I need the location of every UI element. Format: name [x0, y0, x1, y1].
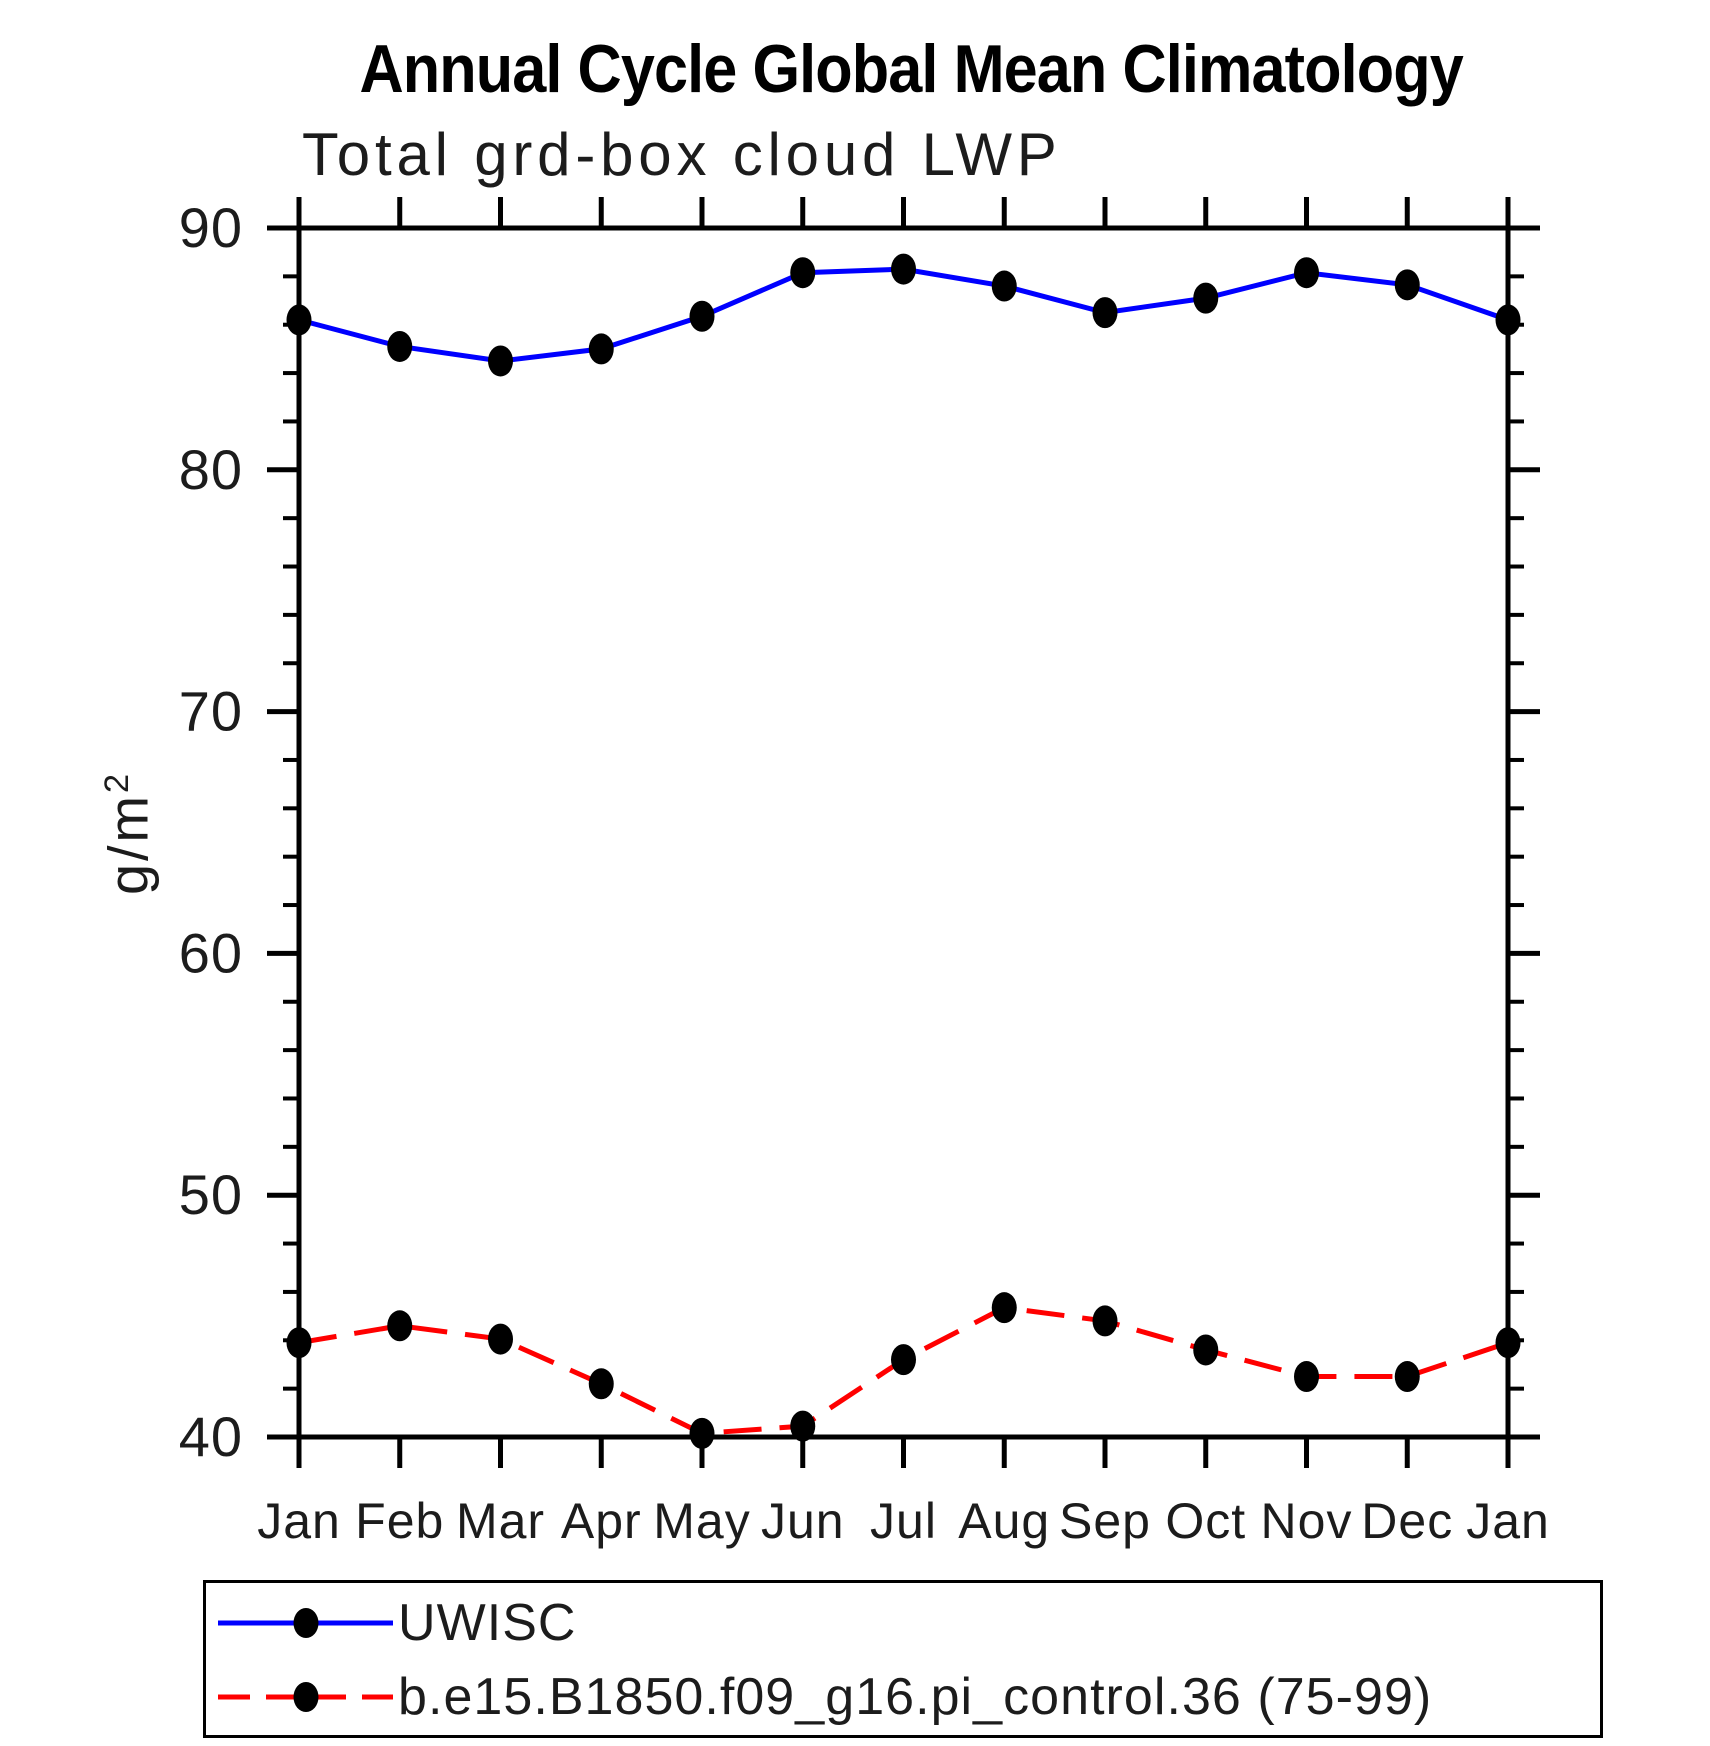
- data-point-1: [488, 1323, 513, 1355]
- legend-label-model: b.e15.B1850.f09_g16.pi_control.36 (75-99…: [398, 1668, 1433, 1726]
- x-tick-label: Apr: [561, 1493, 642, 1549]
- data-point-0: [891, 253, 916, 285]
- data-point-1: [1495, 1327, 1521, 1359]
- x-tick-label: Oct: [1165, 1493, 1246, 1549]
- y-tick-label: 40: [179, 1405, 243, 1468]
- x-tick-label: Feb: [355, 1493, 444, 1549]
- x-tick-label: Jul: [870, 1493, 937, 1549]
- x-tick-label: Jan: [257, 1493, 341, 1549]
- data-point-0: [588, 333, 614, 365]
- y-tick-label: 50: [179, 1163, 243, 1226]
- data-point-0: [488, 345, 513, 377]
- legend-item-uwisc: UWISC: [212, 1594, 577, 1652]
- data-point-0: [286, 304, 312, 336]
- data-point-1: [1092, 1305, 1118, 1337]
- data-point-1: [387, 1310, 413, 1342]
- data-point-1: [689, 1417, 715, 1449]
- legend-item-model: b.e15.B1850.f09_g16.pi_control.36 (75-99…: [212, 1668, 1432, 1726]
- data-point-0: [1294, 257, 1319, 289]
- data-point-0: [1394, 269, 1420, 301]
- data-point-1: [991, 1292, 1017, 1324]
- y-tick-label: 90: [179, 196, 243, 259]
- data-point-0: [991, 270, 1017, 302]
- data-point-0: [387, 330, 413, 362]
- x-tick-label: Nov: [1261, 1493, 1353, 1549]
- legend: UWISC b.e15.B1850.f09_g16.pi_control.36 …: [203, 1580, 1603, 1738]
- axis-frame: [296, 225, 1511, 1440]
- data-point-1: [1193, 1334, 1219, 1366]
- data-point-1: [790, 1410, 816, 1442]
- data-point-1: [588, 1368, 614, 1400]
- y-tick-label: 60: [179, 921, 243, 984]
- data-point-0: [1495, 304, 1521, 336]
- legend-label-uwisc: UWISC: [398, 1594, 577, 1652]
- y-tick-label: 80: [179, 438, 243, 501]
- x-tick-label: Jun: [761, 1493, 845, 1549]
- data-point-0: [1193, 282, 1219, 314]
- x-tick-label: Sep: [1059, 1493, 1151, 1549]
- data-point-1: [286, 1327, 312, 1359]
- data-point-1: [1394, 1361, 1420, 1393]
- x-tick-label: Mar: [456, 1493, 545, 1549]
- x-tick-label: Dec: [1361, 1493, 1453, 1549]
- x-tick-label: Aug: [958, 1493, 1050, 1549]
- legend-marker-circle-icon: [293, 1608, 319, 1638]
- data-point-0: [790, 257, 816, 289]
- data-point-0: [1092, 297, 1118, 329]
- x-tick-label: Jan: [1466, 1493, 1550, 1549]
- legend-sample-solid-line: [218, 1608, 393, 1638]
- legend-sample-dashed-line: [218, 1682, 393, 1712]
- legend-marker-circle-icon: [293, 1682, 319, 1712]
- y-tick-label: 70: [179, 680, 243, 743]
- chart-subtitle: Total grd-box cloud LWP: [302, 121, 1062, 188]
- data-point-1: [1294, 1361, 1319, 1393]
- x-tick-label: May: [653, 1493, 750, 1549]
- data-point-0: [689, 300, 715, 332]
- chart-title: Annual Cycle Global Mean Climatology: [359, 31, 1463, 107]
- data-point-1: [891, 1344, 916, 1376]
